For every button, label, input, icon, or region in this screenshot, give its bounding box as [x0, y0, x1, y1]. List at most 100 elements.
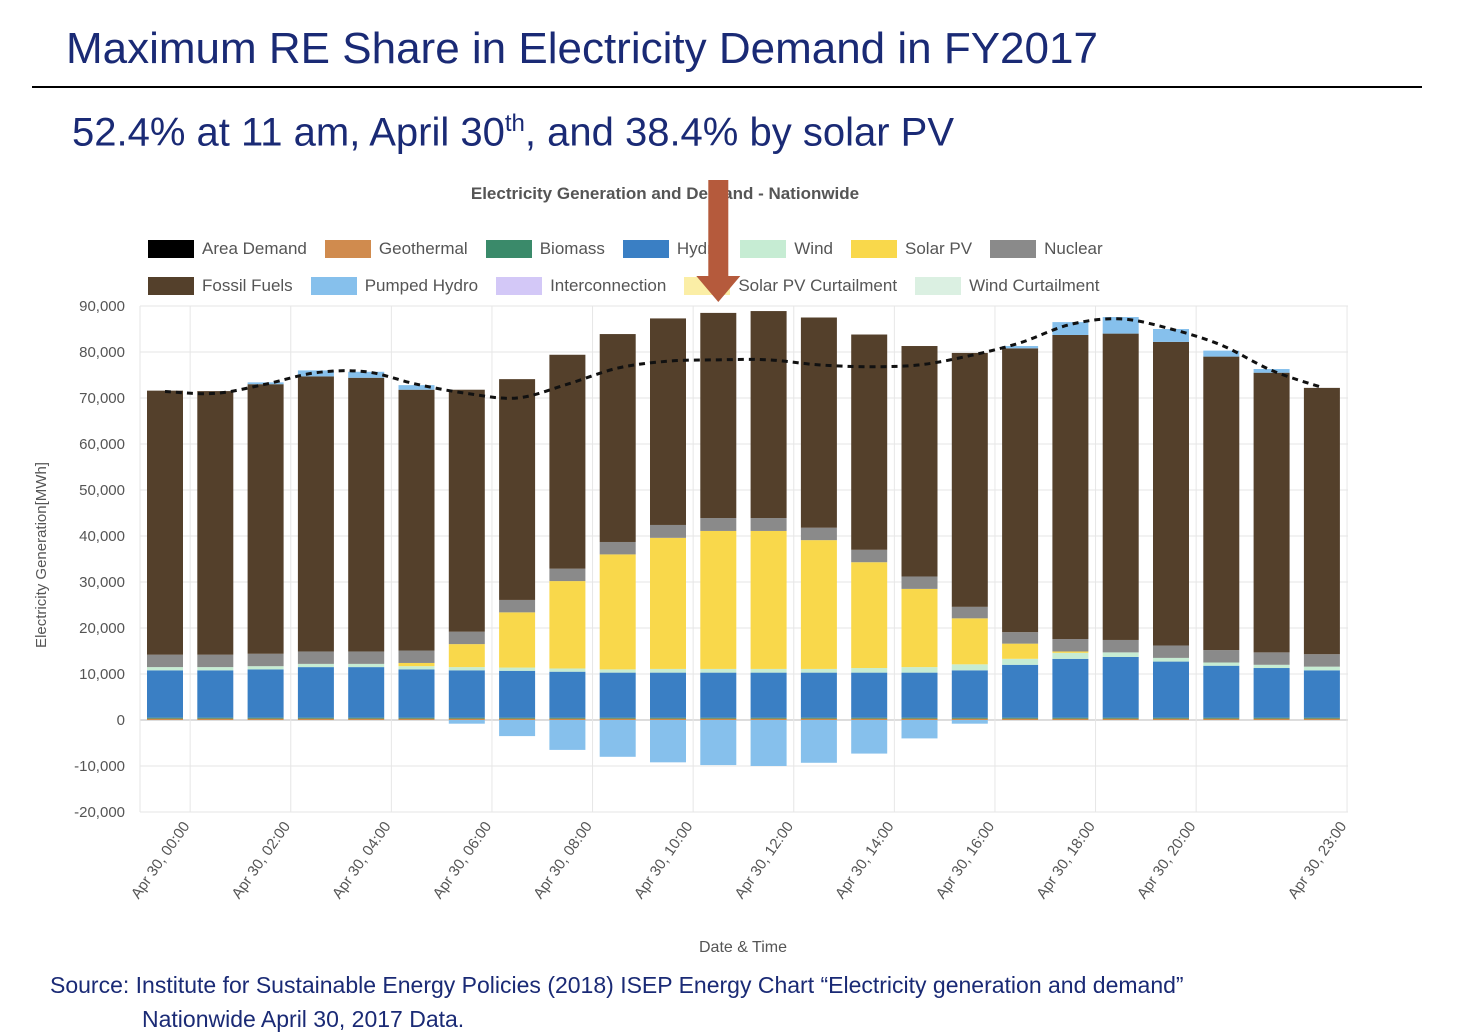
bar-pumped-hydro-charging — [750, 720, 787, 766]
subtitle-tail: , and 38.4% by solar PV — [524, 110, 955, 155]
highlight-arrow-head — [696, 276, 741, 302]
bar-nuclear — [800, 527, 837, 541]
bar-solar-pv — [951, 618, 988, 665]
bar-nuclear — [297, 651, 334, 664]
bar-geothermal — [599, 718, 636, 720]
bar-geothermal — [448, 718, 485, 720]
bar-fossil-fuels — [247, 384, 284, 654]
bar-hydro — [448, 670, 485, 718]
bar-biomass — [750, 717, 787, 719]
legend-swatch — [324, 239, 371, 258]
bar-biomass — [448, 717, 485, 719]
bar-solar-pv — [599, 554, 636, 670]
legend-item-wind-curtailment[interactable]: Wind Curtailment — [915, 276, 1099, 296]
bar-nuclear — [851, 549, 888, 563]
bar-fossil-fuels — [549, 354, 586, 569]
bar-nuclear — [448, 631, 485, 645]
bar-pumped-hydro-charging — [499, 720, 536, 737]
bar-biomass — [1253, 717, 1290, 719]
legend-swatch — [990, 239, 1037, 258]
bar-wind — [1002, 658, 1039, 665]
bar-wind — [700, 668, 737, 673]
bar-fossil-fuels — [398, 389, 435, 651]
bar-wind — [197, 667, 234, 671]
x-tick-label: Apr 30, 10:00 — [631, 819, 697, 903]
bar-biomass — [398, 717, 435, 719]
legend-label: Solar PV Curtailment — [738, 275, 898, 295]
bar-nuclear — [1052, 639, 1089, 652]
bar-pumped-hydro — [297, 370, 334, 377]
bar-geothermal — [1102, 718, 1139, 720]
bar-geothermal — [1253, 718, 1290, 720]
bar-solar-pv — [448, 644, 485, 668]
bar-hydro — [1203, 665, 1240, 718]
bar-fossil-fuels — [1102, 333, 1139, 640]
legend-item-area-demand[interactable]: Area Demand — [148, 239, 307, 259]
bar-nuclear — [901, 576, 938, 589]
bar-wind — [297, 663, 334, 668]
legend-swatch — [148, 276, 194, 295]
bar-wind — [147, 667, 183, 671]
legend-label: Pumped Hydro — [364, 275, 479, 295]
bar-biomass — [700, 717, 737, 719]
bar-hydro — [499, 670, 536, 718]
legend-swatch — [148, 239, 194, 258]
legend-item-fossil-fuels[interactable]: Fossil Fuels — [148, 276, 293, 296]
bar-solar-pv — [499, 612, 536, 668]
legend-item-geothermal[interactable]: Geothermal — [324, 239, 468, 259]
bar-wind — [1153, 657, 1189, 662]
bar-geothermal — [1002, 718, 1039, 720]
bar-fossil-fuels — [1303, 387, 1340, 655]
bar-biomass — [1052, 717, 1089, 719]
bar-geothermal — [951, 718, 988, 720]
legend-label: Nuclear — [1044, 238, 1103, 258]
bar-geothermal — [800, 718, 837, 720]
bar-pumped-hydro-charging — [901, 720, 938, 739]
bar-pumped-hydro-charging — [951, 720, 988, 724]
bar-nuclear — [247, 653, 284, 667]
y-tick-label: -20,000 — [74, 804, 125, 821]
bar-geothermal — [147, 718, 183, 720]
bar-solar-pv — [800, 540, 837, 669]
bar-fossil-fuels — [147, 390, 183, 655]
bar-fossil-fuels — [851, 334, 888, 550]
bar-pumped-hydro-charging — [800, 720, 837, 763]
bar-nuclear — [700, 518, 737, 531]
bar-biomass — [1303, 717, 1340, 719]
y-tick-label: 90,000 — [79, 298, 125, 315]
legend-item-wind[interactable]: Wind — [740, 239, 833, 259]
bar-geothermal — [499, 718, 536, 720]
legend-item-biomass[interactable]: Biomass — [485, 239, 605, 259]
bar-hydro — [1102, 656, 1139, 718]
bar-pumped-hydro-charging — [448, 720, 485, 724]
bar-geothermal — [549, 718, 586, 720]
bar-biomass — [247, 717, 284, 719]
legend-item-pumped-hydro[interactable]: Pumped Hydro — [310, 275, 479, 296]
x-tick-label: Apr 30, 16:00 — [933, 819, 999, 903]
bar-geothermal — [297, 718, 334, 720]
bar-geothermal — [650, 718, 686, 720]
legend-item-solar-pv[interactable]: Solar PV — [851, 239, 972, 259]
bar-geothermal — [197, 718, 234, 720]
bar-biomass — [951, 717, 988, 719]
bar-nuclear — [1153, 645, 1189, 658]
bar-nuclear — [1203, 650, 1240, 663]
bar-solar-pv — [901, 588, 938, 668]
bar-wind — [851, 668, 888, 673]
legend-item-nuclear[interactable]: Nuclear — [990, 239, 1103, 259]
bar-hydro — [398, 669, 435, 718]
legend-label: Fossil Fuels — [202, 275, 293, 295]
x-axis-title: Date & Time — [699, 939, 787, 956]
bar-pumped-hydro — [398, 385, 435, 390]
bar-hydro — [1052, 658, 1089, 718]
bar-fossil-fuels — [448, 389, 485, 632]
source-line-1: Source: Institute for Sustainable Energy… — [50, 972, 1184, 998]
bar-geothermal — [1153, 718, 1189, 720]
legend-swatch — [622, 239, 669, 258]
bar-solar-pv — [851, 562, 888, 669]
bar-solar-pv — [1002, 643, 1039, 659]
bar-nuclear — [549, 568, 586, 582]
legend-item-interconnection[interactable]: Interconnection — [496, 276, 666, 296]
bar-wind — [549, 668, 586, 672]
